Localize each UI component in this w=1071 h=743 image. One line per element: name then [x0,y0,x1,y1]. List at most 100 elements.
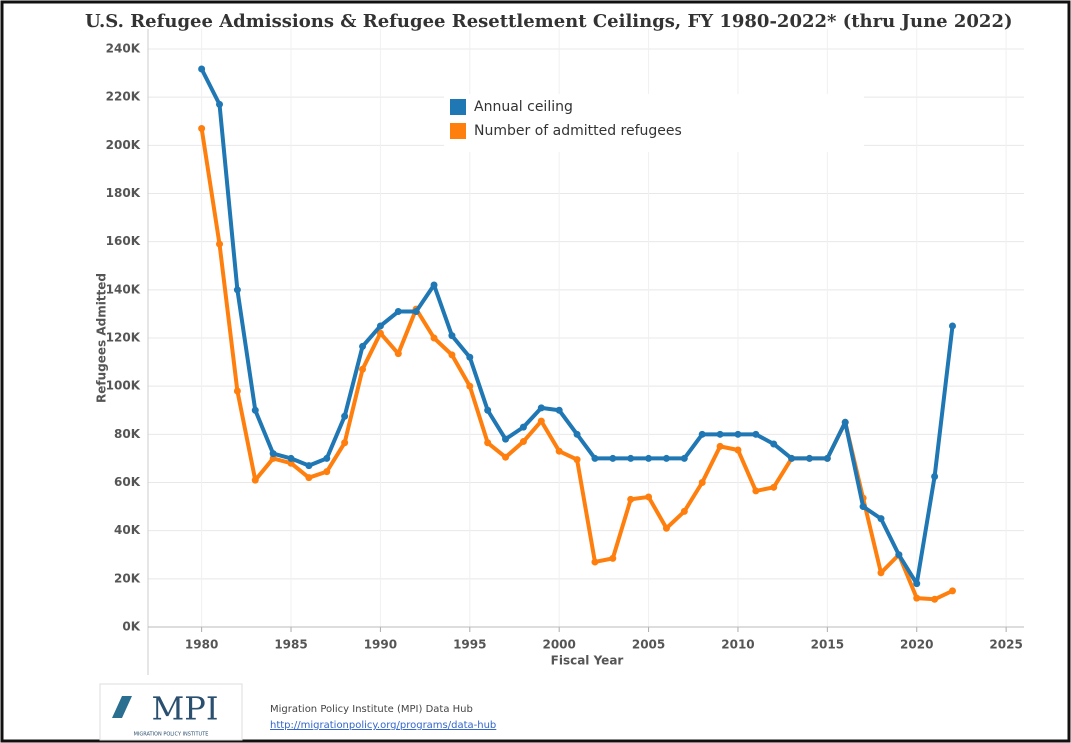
data-point [484,406,492,414]
data-point [376,329,384,337]
data-point [269,454,277,462]
data-point [788,454,796,462]
data-point [573,430,581,438]
data-point [502,435,510,443]
x-tick-label: 1990 [364,638,397,652]
data-point [877,515,885,523]
data-point [823,454,831,462]
data-point [627,495,635,503]
data-point [752,487,760,495]
legend-swatch [450,99,466,115]
data-point [448,332,456,340]
y-tick-label: 80K [114,427,141,441]
data-point [269,450,277,458]
data-point [233,387,241,395]
x-tick-label: 2005 [632,638,665,652]
x-tick-label: 1985 [274,638,307,652]
data-point [877,569,885,577]
y-tick-label: 40K [114,523,141,537]
data-point [376,322,384,330]
data-point [680,507,688,515]
data-point [680,454,688,462]
y-tick-label: 180K [106,186,141,200]
data-point [359,342,367,350]
data-point [412,308,420,316]
data-point [216,100,224,108]
logo-mark [112,696,132,718]
data-point [591,454,599,462]
data-point [698,430,706,438]
data-point [198,65,206,73]
data-point [555,447,563,455]
data-point [323,468,331,476]
data-point [859,503,867,511]
data-point [251,476,259,484]
data-point [484,439,492,447]
x-tick-label: 1995 [453,638,486,652]
legend-bg [444,94,864,152]
y-axis-label: Refugees Admitted [95,273,109,403]
y-tick-label: 120K [106,331,141,345]
y-tick-label: 200K [106,138,141,152]
data-point [394,308,402,316]
data-point [734,446,742,454]
data-point [341,412,349,420]
data-point [698,479,706,486]
data-point [662,524,670,532]
y-tick-label: 220K [106,90,141,104]
y-tick-label: 240K [106,42,141,56]
source: Migration Policy Institute (MPI) Data Hu… [270,704,473,715]
data-point [609,554,617,562]
data-point [394,350,402,358]
data-point [805,454,813,462]
data-point [627,454,635,462]
y-tick-label: 160K [106,234,141,248]
data-point [233,286,241,294]
series-line [199,128,954,602]
y-tick-label: 140K [106,282,141,296]
legend-label: Annual ceiling [474,99,573,115]
data-point [519,438,527,446]
y-tick-label: 100K [106,379,141,393]
data-point [359,365,367,373]
data-point [466,382,474,390]
data-point [913,580,921,588]
footer: MPI MIGRATION POLICY INSTITUTE Migration… [99,683,496,741]
data-point [716,442,724,450]
data-point [251,406,259,414]
data-point [948,322,956,330]
data-point [645,454,653,462]
data-point [305,474,313,482]
data-point [895,551,903,559]
x-axis-label: Fiscal Year [551,654,624,668]
source-link[interactable]: http://migrationpolicy.org/programs/data… [270,720,496,731]
data-point [305,462,313,470]
y-tick-label: 20K [114,571,141,585]
x-tick-label: 2020 [900,638,933,652]
data-point [734,430,742,438]
legend-label: Number of admitted refugees [474,123,682,139]
data-point [341,439,349,447]
data-point [430,334,438,342]
data-point [466,353,474,361]
chart-title: U.S. Refugee Admissions & Refugee Resett… [85,11,1012,32]
data-point [287,459,295,467]
data-point [752,430,760,438]
data-point [537,404,545,412]
y-tick-label: 60K [114,475,141,489]
data-point [198,124,206,132]
legend-swatch [450,123,466,139]
data-point [662,454,670,462]
data-point [645,493,653,501]
data-point [841,418,849,426]
data-point [323,454,331,462]
data-point [913,594,921,602]
data-point [430,281,438,289]
y-tick-label: 0K [122,620,140,634]
data-point [448,351,456,359]
data-point [555,406,563,414]
data-point [502,453,510,461]
data-point [216,240,224,248]
